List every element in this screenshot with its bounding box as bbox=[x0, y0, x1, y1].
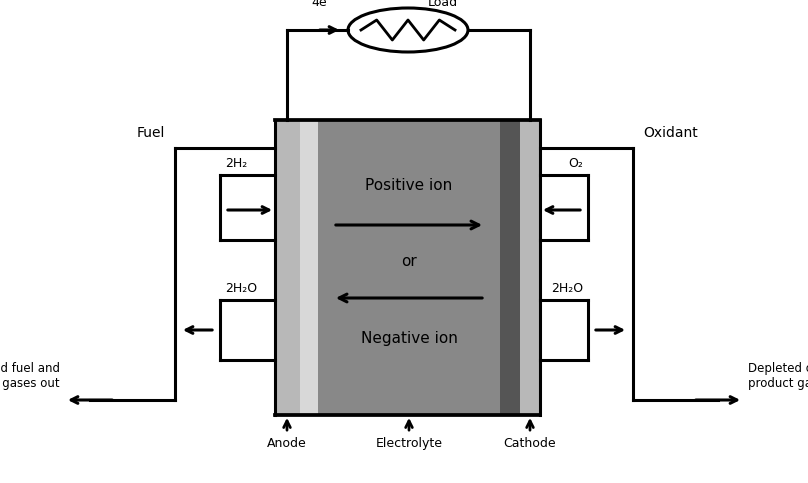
Text: Electrolyte: Electrolyte bbox=[376, 437, 443, 450]
Bar bbox=[275, 120, 300, 415]
Text: or: or bbox=[401, 255, 417, 270]
Bar bbox=[520, 120, 540, 415]
Text: Depleted oxidant and
product gases out: Depleted oxidant and product gases out bbox=[748, 362, 808, 390]
Bar bbox=[300, 120, 318, 415]
Text: O₂: O₂ bbox=[568, 157, 583, 170]
Text: 2H₂: 2H₂ bbox=[225, 157, 247, 170]
Text: Positive ion: Positive ion bbox=[365, 177, 452, 193]
Text: 4e⁻: 4e⁻ bbox=[312, 0, 335, 9]
Bar bbox=[318, 120, 500, 415]
Text: Negative ion: Negative ion bbox=[360, 330, 457, 345]
Text: Depleted fuel and
product gases out: Depleted fuel and product gases out bbox=[0, 362, 60, 390]
Text: Cathode: Cathode bbox=[503, 437, 557, 450]
Text: 2H₂O: 2H₂O bbox=[225, 282, 257, 295]
Bar bbox=[500, 120, 520, 415]
Text: 2H₂O: 2H₂O bbox=[551, 282, 583, 295]
Text: Fuel: Fuel bbox=[137, 126, 165, 140]
Text: Load: Load bbox=[428, 0, 458, 9]
Text: Anode: Anode bbox=[267, 437, 307, 450]
Text: Oxidant: Oxidant bbox=[643, 126, 698, 140]
